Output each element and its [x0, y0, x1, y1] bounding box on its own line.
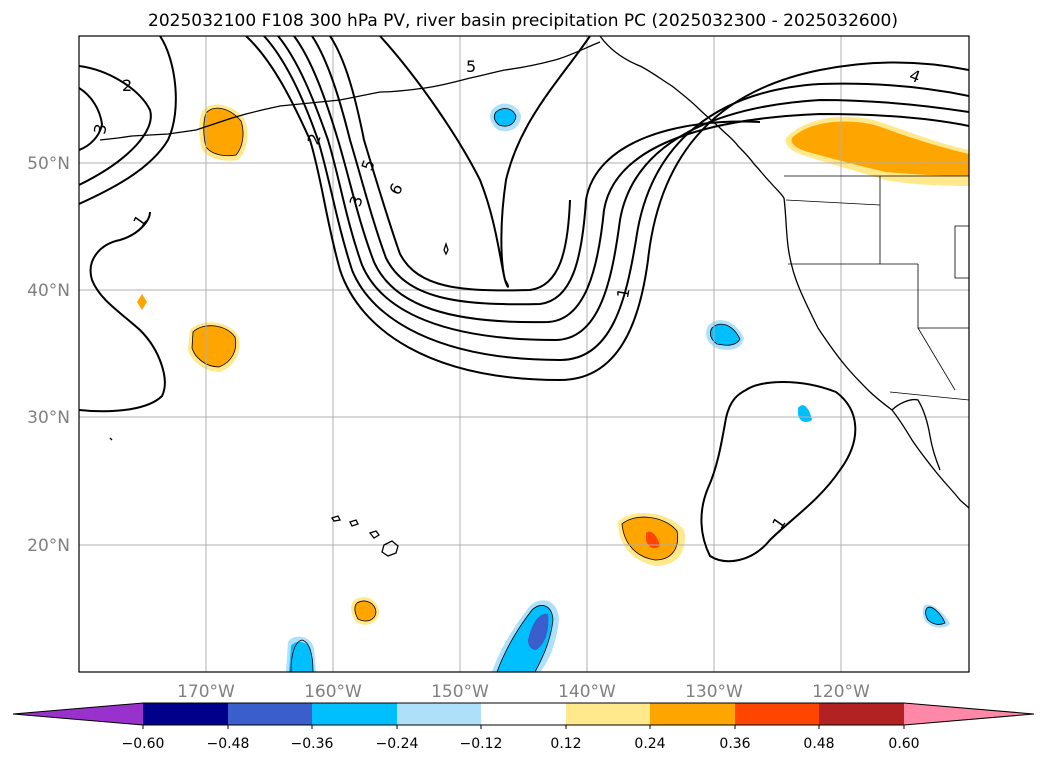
pv-contours [79, 36, 969, 563]
colorbar: −0.60 −0.48 −0.36 −0.24 −0.12 0.12 0.24 … [12, 702, 1035, 752]
lon-label-160w: 160°W [304, 682, 362, 702]
contour-label: 2 [122, 76, 132, 95]
anomaly-neg-baja [798, 405, 812, 422]
latitude-labels: 50°N 40°N 30°N 20°N [27, 154, 70, 556]
anomaly-pos-small [137, 294, 147, 310]
colorbar-tick-label: 0.36 [719, 736, 750, 752]
contour-label: 5 [466, 57, 476, 76]
aleutian-chain [99, 91, 381, 141]
lon-label-140w: 140°W [558, 682, 616, 702]
lon-label-170w: 170°W [177, 682, 235, 702]
colorbar-tick-label: 0.60 [888, 736, 919, 752]
colorbar-tick-label: −0.12 [460, 736, 503, 752]
contour-pv-3-west [79, 87, 104, 151]
outline-gulf [493, 108, 517, 127]
outline-aleutian [203, 107, 244, 157]
lon-label-150w: 150°W [431, 682, 489, 702]
hawaii-kauai [330, 515, 341, 522]
colorbar-tick-label: 0.12 [550, 736, 581, 752]
baja-peninsula [891, 398, 941, 471]
colorbar-swatch [397, 703, 481, 725]
anomaly-outlines [191, 107, 946, 672]
anomaly-pos-subtrop-peak [646, 531, 660, 548]
outline-east [710, 323, 741, 346]
lat-label-40n: 40°N [27, 281, 70, 301]
contour-trough-4 [293, 36, 969, 324]
colorbar-swatch [481, 703, 566, 725]
contour-inner-trough [379, 36, 591, 288]
colorbar-swatch [312, 703, 397, 725]
figure-title: 2025032100 F108 300 hPa PV, river basin … [148, 11, 898, 31]
coastlines [99, 36, 969, 557]
anomaly-neg-hawaii-core [289, 641, 313, 672]
colorbar-swatch [143, 703, 228, 725]
colorbar-swatch [228, 703, 312, 725]
border-us-mexico [889, 391, 969, 401]
outline-southeast [925, 606, 946, 625]
anomaly-pos-northwest-us-core [791, 121, 969, 176]
contour-pv-1-west [79, 36, 177, 205]
gridlines [79, 36, 969, 672]
contour-label: 1 [613, 286, 633, 299]
longitude-labels: 170°W 160°W 150°W 140°W 130°W 120°W [177, 682, 870, 702]
colorbar-tick-label: −0.48 [207, 736, 250, 752]
island-small-2 [109, 437, 113, 441]
colorbar-swatch [566, 703, 650, 725]
contour-pv-2-west [79, 65, 152, 186]
anomaly-pos-aleutian-core [203, 108, 244, 156]
contour-trough-2 [263, 36, 969, 362]
colorbar-swatch [819, 703, 904, 725]
colorbar-swatch [650, 703, 735, 725]
colorbar-extend-low [13, 703, 143, 725]
anomaly-pos-hawaii-core [354, 601, 376, 621]
west-coast-us [783, 197, 969, 509]
contour-trough-5 [311, 36, 761, 306]
border-wa-or [785, 199, 881, 206]
outline-central [191, 325, 237, 368]
hawaii-big-island [381, 540, 399, 557]
colorbar-tick-label: −0.60 [122, 736, 165, 752]
anomaly-neg-gulf-core [494, 108, 516, 127]
colorbar-tick-label: −0.24 [376, 736, 419, 752]
colorbar-extend-high [904, 703, 1034, 725]
lon-label-120w: 120°W [812, 682, 870, 702]
contour-trough-3 [277, 36, 969, 342]
border-montana [954, 225, 969, 279]
outline-hawaii-pos [354, 600, 377, 622]
hawaii-maui [368, 530, 380, 539]
lat-label-50n: 50°N [27, 154, 70, 174]
border-ca-nv [917, 327, 956, 391]
contour-label: 3 [90, 122, 110, 135]
colorbar-ticks [142, 725, 905, 729]
hawaii-oahu [349, 519, 359, 527]
positive-anomaly-shading [137, 104, 969, 625]
lon-label-130w: 130°W [685, 682, 743, 702]
lat-label-30n: 30°N [27, 408, 70, 428]
political-boundaries [784, 175, 969, 401]
map-frame [78, 35, 970, 673]
outline-hawaii-neg [290, 639, 314, 672]
alaska-peninsula [379, 41, 601, 93]
anomaly-pos-central-core [192, 325, 236, 367]
colorbar-tick-label: −0.36 [291, 736, 334, 752]
contour-trough-6 [329, 36, 571, 292]
outline-subtrop [621, 516, 679, 561]
anomaly-neg-southeast-core [925, 607, 945, 625]
anomaly-neg-south-peak [528, 613, 549, 650]
island-small-1 [443, 241, 449, 256]
outline-south [496, 605, 554, 672]
colorbar-swatch [735, 703, 819, 725]
alaska-coast [599, 36, 785, 199]
map-area: 2 3 1 2 5 3 6 5 1 4 1 [79, 36, 969, 672]
contour-trough-1 [245, 36, 969, 382]
lat-label-20n: 20°N [27, 536, 70, 556]
colorbar-tick-label: 0.48 [803, 736, 834, 752]
contour-pv-1-southwest [79, 211, 166, 413]
contour-ridge-1 [700, 381, 857, 563]
colorbar-tick-label: 0.24 [634, 736, 665, 752]
